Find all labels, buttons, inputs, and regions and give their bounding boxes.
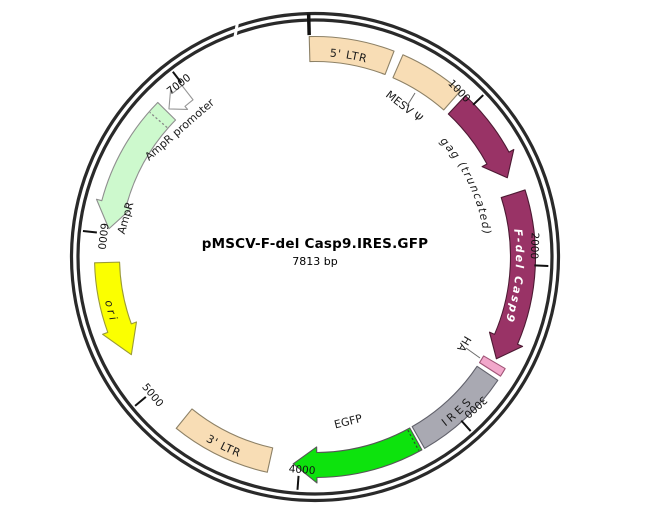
tick-label-4000: 4000 <box>288 463 316 477</box>
feature-5-ltr[interactable] <box>308 36 395 76</box>
feature-ha-leader-line <box>465 347 481 359</box>
feature-3-ltr[interactable] <box>175 408 274 473</box>
tick-label-6000: 6000 <box>95 222 110 250</box>
feature-ampr[interactable] <box>95 101 177 230</box>
feature-f-del-casp9[interactable] <box>488 189 537 360</box>
tick-mark-4000 <box>296 475 300 490</box>
backbone-ring-inner <box>76 18 554 496</box>
feature-ori[interactable] <box>94 261 138 356</box>
backbone-ring-outer <box>69 11 561 503</box>
feature-label-mesv-psi: MESV Ψ <box>383 88 425 125</box>
plasmid-size-bp: 7813 bp <box>292 255 338 268</box>
feature-label-egfp: EGFP <box>333 412 364 432</box>
feature-mesv-psi-leader-line <box>406 92 416 107</box>
feature-mesv-psi[interactable] <box>392 54 461 111</box>
feature-ampr-dashed-edge <box>149 111 168 129</box>
plasmid-title-block: pMSCV-F-del Casp9.IRES.GFP 7813 bp <box>115 236 515 268</box>
tick-mark-6000 <box>82 229 97 234</box>
feature-egfp-dashed-edge <box>407 429 420 451</box>
plasmid-name: pMSCV-F-del Casp9.IRES.GFP <box>201 236 429 252</box>
feature-egfp[interactable] <box>292 427 423 484</box>
feature-ampr-promoter[interactable] <box>168 84 194 110</box>
tick-label-5000: 5000 <box>139 381 165 409</box>
feature-ires[interactable] <box>411 365 499 449</box>
tick-mark-1000 <box>472 94 484 106</box>
backbone-gap-marker <box>232 16 240 44</box>
feature-gag-truncated[interactable] <box>447 95 515 179</box>
tick-mark-5000 <box>134 396 147 407</box>
tick-mark-7000 <box>172 71 183 84</box>
tick-label-2000: 2000 <box>528 232 541 259</box>
tick-mark-3000 <box>460 419 472 432</box>
feature-ha[interactable] <box>478 355 506 377</box>
tick-mark-2000 <box>534 264 549 267</box>
origin-tick <box>306 13 311 36</box>
